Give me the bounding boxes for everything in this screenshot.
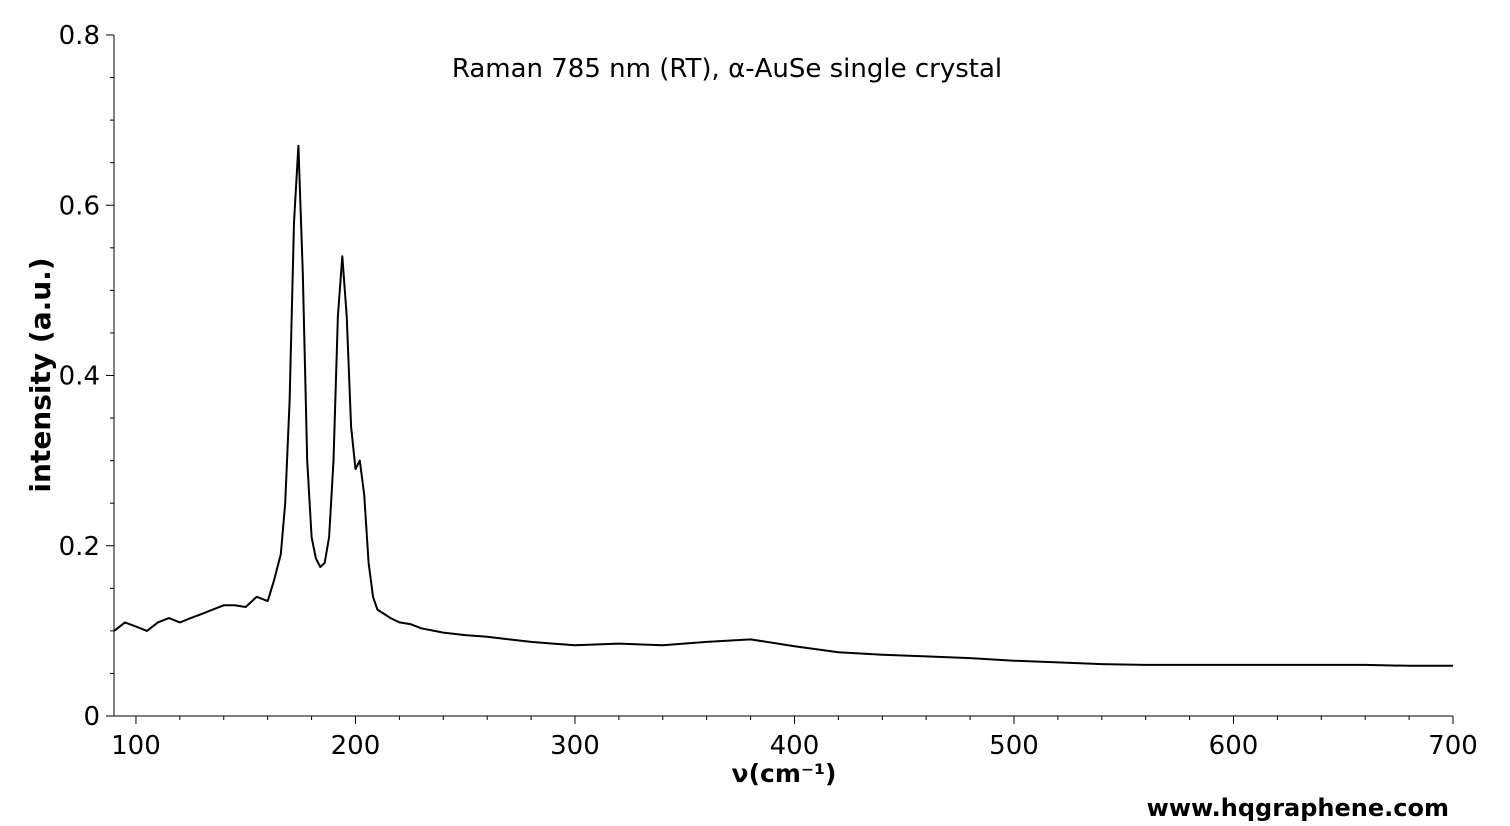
y-axis-ticks: 0 0.2 0.4 0.6 0.8 — [59, 21, 114, 732]
y-axis-label: intensity (a.u.) — [24, 257, 57, 492]
x-tick-label: 200 — [331, 731, 381, 761]
x-tick-label: 400 — [770, 731, 820, 761]
y-tick-label: 0 — [83, 702, 100, 732]
x-tick-label: 500 — [989, 731, 1039, 761]
series-layer — [113, 144, 1453, 667]
y-tick-label: 0.4 — [59, 362, 100, 392]
raman-spectrum-line — [113, 144, 1453, 667]
y-tick-label: 0.6 — [59, 191, 100, 221]
x-tick-label: 100 — [111, 731, 161, 761]
x-axis-label: ν(cm⁻¹) — [732, 759, 837, 788]
y-tick-label: 0.8 — [59, 21, 100, 51]
x-tick-label: 300 — [550, 731, 600, 761]
x-axis-ticks: 100 200 300 400 500 600 700 — [111, 716, 1478, 761]
x-tick-label: 700 — [1428, 731, 1478, 761]
watermark: www.hqgraphene.com — [1147, 794, 1449, 822]
y-tick-label: 0.2 — [59, 532, 100, 562]
chart-title: Raman 785 nm (RT), α-AuSe single crystal — [452, 54, 1002, 84]
x-tick-label: 600 — [1209, 731, 1259, 761]
